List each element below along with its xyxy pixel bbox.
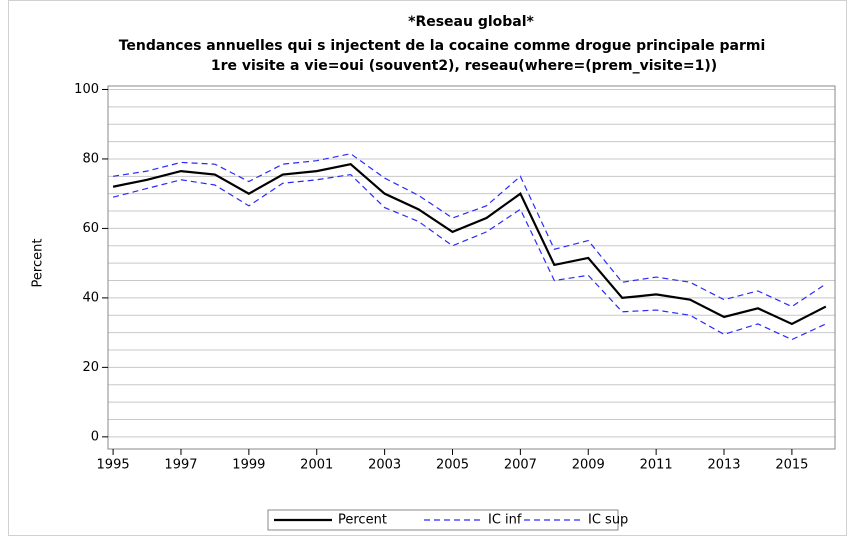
chart-subtitle: 1re visite a vie=oui (souvent2), reseau(… xyxy=(211,58,717,74)
y-axis-label: Percent xyxy=(31,239,46,288)
frame xyxy=(8,0,847,536)
x-tick-label: 2015 xyxy=(775,458,808,473)
y-tick-label: 0 xyxy=(91,429,99,444)
x-tick-label: 2003 xyxy=(368,458,401,473)
x-tick-label: 2007 xyxy=(504,458,537,473)
line-series xyxy=(112,173,827,341)
y-tick-label: 100 xyxy=(74,82,99,97)
x-tick-label: 1997 xyxy=(164,458,197,473)
legend-box xyxy=(267,509,619,531)
legend-label: IC inf xyxy=(488,513,522,528)
x-tick-label: 2009 xyxy=(572,458,605,473)
y-tick-label: 80 xyxy=(82,151,99,166)
x-tick-label: 2001 xyxy=(300,458,333,473)
y-tick-label: 20 xyxy=(82,360,99,375)
chart-title: *Reseau global* xyxy=(408,14,534,30)
y-tick-label: 60 xyxy=(82,221,99,236)
x-tick-label: 1999 xyxy=(232,458,265,473)
legend-label: Percent xyxy=(338,513,387,528)
y-tick-label: 40 xyxy=(82,290,99,305)
line-series xyxy=(112,153,827,308)
x-tick-label: 2013 xyxy=(707,458,740,473)
legend-label: IC sup xyxy=(588,513,628,528)
chart-subtitle: Tendances annuelles qui s injectent de l… xyxy=(119,38,766,54)
plot-area xyxy=(107,85,836,450)
line-series xyxy=(112,162,827,326)
x-tick-label: 1995 xyxy=(97,458,130,473)
x-tick-label: 2005 xyxy=(436,458,469,473)
x-tick-label: 2011 xyxy=(640,458,673,473)
